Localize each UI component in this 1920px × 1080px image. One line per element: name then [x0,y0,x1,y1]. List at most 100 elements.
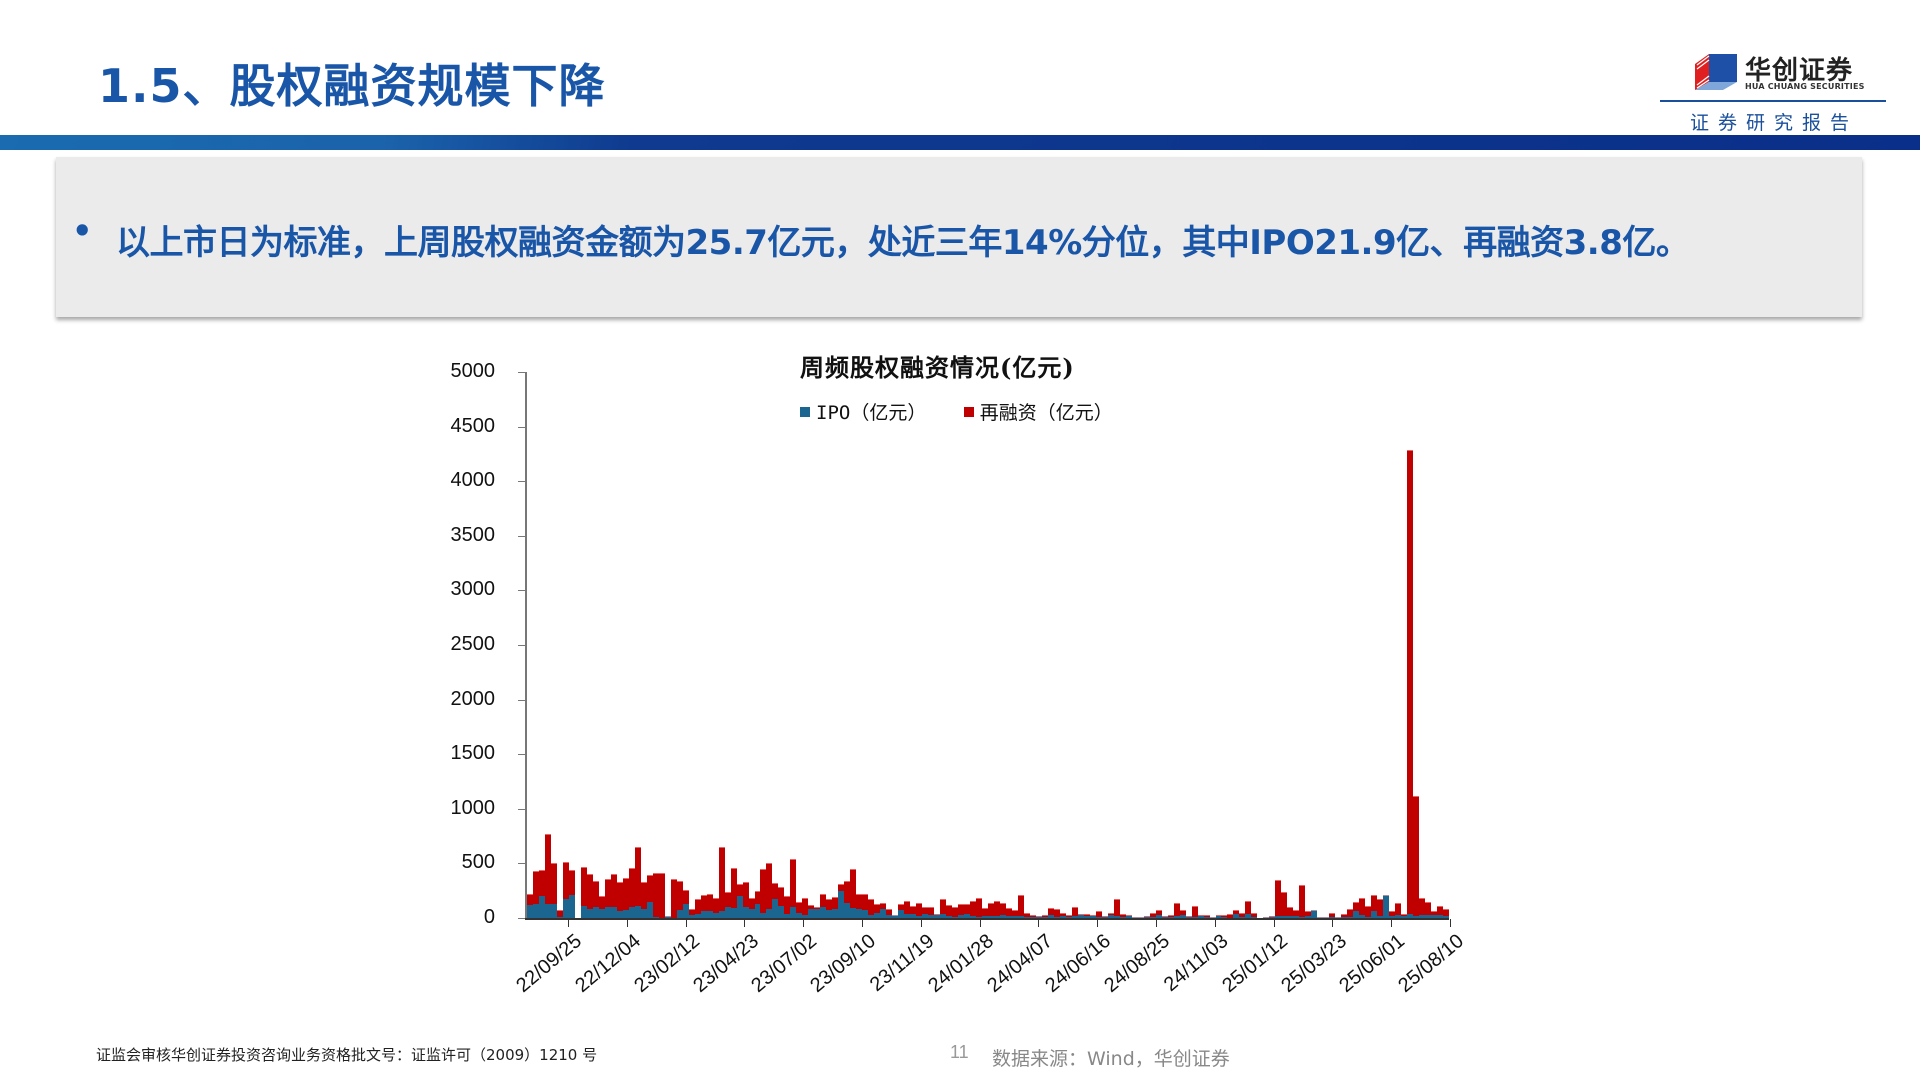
bar-segment-ipo [1287,915,1294,918]
legend-item-refinancing: 再融资（亿元） [963,398,1113,425]
bar [1287,907,1294,918]
bar-segment-refinancing [1305,911,1312,916]
bar-segment-ipo [999,914,1006,918]
bar-segment-ipo [742,907,749,918]
bar [1221,914,1228,918]
x-tick [920,919,922,927]
bar-segment-refinancing [538,869,545,897]
summary-text: 以上市日为标准，上周股权融资金额为25.7亿元，处近三年14%分位，其中IPO2… [116,223,1690,263]
bar [1335,916,1342,918]
bar [1071,907,1078,918]
bar-segment-ipo [1155,914,1162,918]
bar-segment-ipo [610,907,617,918]
bar [1209,916,1216,918]
bar-segment-ipo [628,907,635,918]
bar-segment-ipo [1221,916,1228,918]
bar-segment-refinancing [658,873,665,918]
x-tick-label: 25/08/10 [1394,930,1469,997]
bar [1239,913,1246,918]
bar-segment-ipo [1047,914,1054,918]
bar-segment-refinancing [1437,906,1444,915]
bar-segment-refinancing [1029,915,1036,918]
bar-segment-refinancing [604,878,611,908]
bar-segment-refinancing [700,895,707,912]
bar-segment-ipo [1101,916,1108,918]
bar-segment-refinancing [916,902,923,916]
bar-segment-refinancing [640,881,647,910]
bar [1323,916,1330,918]
bar-segment-refinancing [1425,901,1432,915]
bar-segment-refinancing [1329,913,1336,918]
bar-segment-ipo [1095,916,1102,918]
bar-segment-ipo [964,913,971,918]
bar-segment-refinancing [1251,913,1258,918]
bar [694,899,701,918]
x-tick [744,919,746,927]
bar-segment-ipo [640,909,647,918]
bar-segment-refinancing [580,866,587,906]
bar [1389,911,1396,918]
bar [1089,914,1096,918]
x-tick [568,919,569,927]
bar [1191,906,1198,918]
bar [527,893,533,918]
y-tick-label: 5000 [450,360,496,382]
bar [1143,915,1150,918]
x-tick [685,919,687,927]
bar-segment-refinancing [1221,914,1228,917]
bar-segment-refinancing [1413,795,1420,916]
x-tick [1156,919,1157,927]
bar-segment-refinancing [1011,910,1018,916]
bar-segment-ipo [1203,916,1210,918]
bar-segment-ipo [910,913,917,918]
bar [999,902,1006,918]
bar-segment-refinancing [646,875,653,902]
bar [1413,795,1420,918]
bar [1149,912,1156,918]
y-tick-label: 1000 [450,796,496,819]
bar-segment-ipo [982,915,988,918]
bar [1275,879,1282,918]
bar [766,863,773,918]
bar-segment-ipo [754,903,761,918]
bar [1365,906,1372,918]
legend-label-ipo: IPO（亿元） [816,402,927,424]
bar-segment-refinancing [868,899,875,915]
bar-segment-ipo [706,911,713,918]
bar-segment-refinancing [694,899,701,914]
x-tick [1097,919,1099,927]
bar-segment-refinancing [1377,899,1384,916]
bar-segment-ipo [1359,914,1366,918]
y-tick-label: 500 [461,851,495,874]
bar-segment-refinancing [886,909,893,915]
bar [706,893,713,918]
bar-segment-ipo [766,909,773,918]
bar-segment-ipo [718,911,725,918]
bar [580,866,587,918]
bar [1371,895,1378,918]
bar [940,899,947,918]
bar-segment-refinancing [910,906,917,914]
bar-segment-ipo [712,912,719,918]
bar-segment-ipo [1059,915,1066,918]
bar-segment-refinancing [1119,913,1126,917]
bar [1155,910,1162,918]
bar-segment-ipo [970,915,977,918]
bar [946,904,953,918]
bar-segment-refinancing [616,881,623,912]
bar-segment-ipo [880,909,887,918]
bar-segment-ipo [1383,895,1390,918]
bar-segment-refinancing [1203,914,1210,917]
bar [1269,915,1276,918]
bar-segment-ipo [1401,915,1408,918]
bar-segment-refinancing [1065,914,1072,917]
bar [676,880,683,918]
bar-segment-refinancing [952,907,959,917]
bar-segment-refinancing [706,893,713,912]
bar-segment-refinancing [628,867,635,908]
x-tick-label: 24/06/16 [1041,930,1116,997]
bullet-icon: • [72,212,93,250]
bar-segment-ipo [1407,913,1414,918]
bar-segment-refinancing [1095,911,1102,917]
bar-segment-ipo [832,909,839,918]
